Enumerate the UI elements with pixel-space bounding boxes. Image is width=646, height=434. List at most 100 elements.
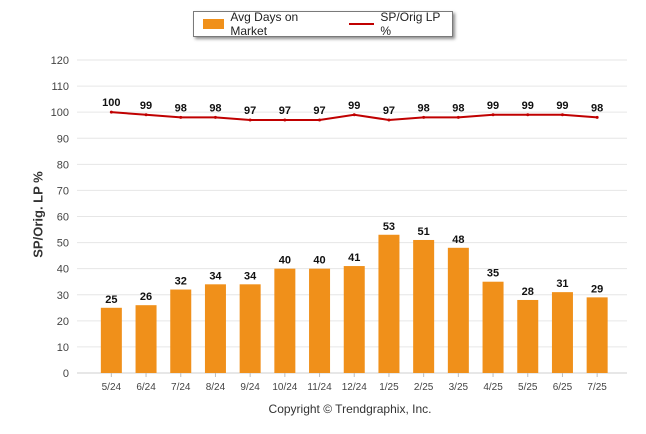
y-tick-label: 90: [57, 133, 69, 145]
line-point: [109, 110, 113, 114]
bar-data-label: 34: [209, 270, 222, 282]
bar: [309, 268, 331, 373]
line-data-label: 98: [209, 102, 221, 114]
x-tick-label: 10/24: [272, 382, 297, 393]
line-point: [283, 118, 287, 122]
bar: [517, 299, 539, 373]
bar-data-label: 40: [279, 255, 291, 267]
y-tick-label: 120: [51, 55, 69, 67]
x-tick-label: 3/25: [449, 382, 469, 393]
bar-series: 25 26 32 34 34 40 40 41 53 51 48 35 28 31 29: [100, 221, 608, 373]
x-axis-ticks: 5/24 6/24 7/24 8/24 9/24 10/24 11/24 12/24 1/25 2…: [102, 373, 607, 393]
y-tick-label: 10: [57, 342, 69, 354]
line-point: [456, 115, 460, 119]
legend-swatch-bar: [203, 19, 225, 29]
bar-data-label: 29: [591, 283, 603, 295]
bar: [274, 268, 296, 373]
y-tick-label: 60: [57, 212, 69, 224]
bar: [204, 284, 226, 373]
bar-data-label: 51: [418, 226, 430, 238]
line-point: [352, 113, 356, 117]
legend: Avg Days on Market SP/Orig LP %: [193, 10, 453, 38]
line-point: [144, 113, 148, 117]
line-data-label: 97: [313, 105, 325, 117]
legend-label-line: SP/Orig LP %: [380, 10, 441, 38]
line-data-label: 99: [140, 100, 152, 112]
legend-swatch-line: [349, 23, 375, 25]
line-data-label: 99: [556, 100, 568, 112]
y-tick-label: 20: [57, 316, 69, 328]
bar-data-label: 26: [140, 291, 152, 303]
line-point: [526, 113, 530, 117]
line-point: [491, 113, 495, 117]
bar: [343, 266, 365, 373]
line-data-label: 99: [348, 100, 360, 112]
y-tick-label: 0: [63, 368, 69, 380]
x-tick-label: 12/24: [342, 382, 367, 393]
line-data-label: 97: [383, 105, 395, 117]
line-data-label: 99: [522, 100, 534, 112]
y-tick-label: 110: [51, 81, 69, 93]
x-tick-label: 6/24: [136, 382, 156, 393]
bar: [135, 305, 157, 373]
y-tick-label: 50: [57, 238, 69, 250]
bar: [413, 239, 435, 373]
bar: [447, 247, 469, 373]
bar-data-label: 53: [383, 221, 395, 233]
y-tick-label: 100: [51, 107, 69, 119]
x-tick-label: 5/25: [518, 382, 538, 393]
x-tick-label: 7/24: [171, 382, 191, 393]
x-tick-label: 7/25: [587, 382, 607, 393]
x-tick-label: 1/25: [379, 382, 399, 393]
bar: [239, 284, 261, 373]
y-axis-ticks: 0 10 20 30 40 50 60 70 80 90 100 110 120: [51, 55, 69, 380]
y-axis-title: SP/Orig. LP %: [30, 171, 46, 258]
bar: [551, 292, 573, 373]
line-point: [387, 118, 391, 122]
line-data-label: 98: [175, 102, 187, 114]
line-series: 100 99 98 98 97 97 97 99 97 98 98 99 99 99 98: [102, 97, 603, 122]
y-tick-label: 40: [57, 264, 69, 276]
y-tick-label: 30: [57, 290, 69, 302]
bar: [482, 281, 504, 373]
x-tick-label: 9/24: [240, 382, 260, 393]
line-data-label: 97: [279, 105, 291, 117]
line-point: [422, 115, 426, 119]
bar-data-label: 48: [452, 234, 464, 246]
line-data-label: 100: [102, 97, 120, 109]
line-point: [213, 115, 217, 119]
bar: [170, 289, 192, 373]
line-data-label: 98: [452, 102, 464, 114]
x-tick-label: 4/25: [483, 382, 503, 393]
bar: [586, 297, 608, 373]
bar: [100, 307, 122, 373]
line-data-label: 98: [591, 102, 603, 114]
bar-data-label: 34: [244, 270, 257, 282]
x-tick-label: 11/24: [307, 382, 332, 393]
bar-data-label: 41: [348, 252, 360, 264]
line-data-label: 99: [487, 100, 499, 112]
line-point: [560, 113, 564, 117]
bar-data-label: 25: [105, 294, 117, 306]
x-tick-label: 8/24: [206, 382, 226, 393]
legend-item-line: SP/Orig LP %: [335, 10, 452, 38]
line-point: [595, 115, 599, 119]
line-point: [179, 115, 183, 119]
y-tick-label: 80: [57, 159, 69, 171]
legend-item-bar: Avg Days on Market: [194, 10, 335, 38]
bar-data-label: 28: [522, 286, 534, 298]
x-tick-label: 5/24: [102, 382, 122, 393]
line-data-label: 98: [418, 102, 430, 114]
bar-data-label: 35: [487, 268, 499, 280]
bar-data-label: 31: [556, 278, 568, 290]
line-point: [318, 118, 322, 122]
bar-data-label: 40: [313, 255, 325, 267]
line-data-label: 97: [244, 105, 256, 117]
x-tick-label: 2/25: [414, 382, 434, 393]
x-tick-label: 6/25: [553, 382, 573, 393]
bar: [378, 234, 400, 373]
line-point: [248, 118, 252, 122]
bar-data-label: 32: [175, 276, 187, 288]
y-tick-label: 70: [57, 185, 69, 197]
